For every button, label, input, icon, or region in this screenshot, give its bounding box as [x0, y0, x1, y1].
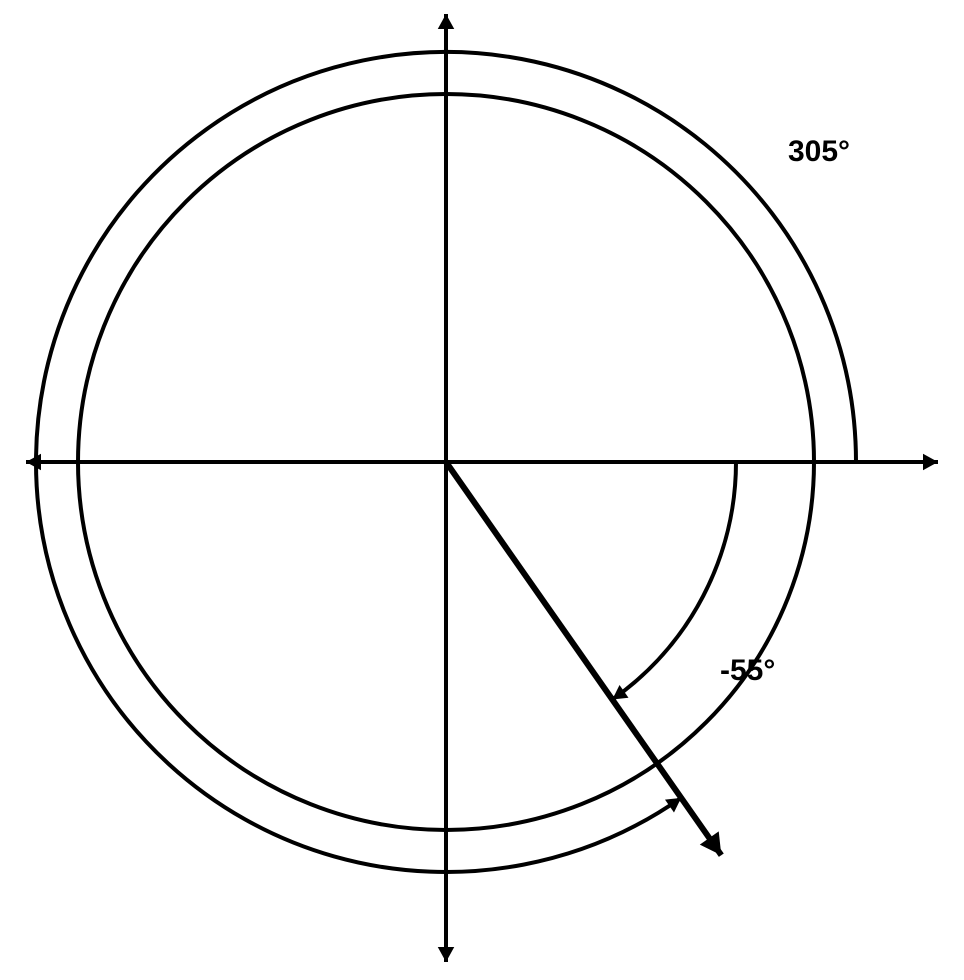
positive-angle-label: 305°	[788, 135, 850, 169]
unit-circle-diagram: 305° -55°	[0, 0, 964, 980]
negative-angle-label: -55°	[720, 654, 775, 688]
